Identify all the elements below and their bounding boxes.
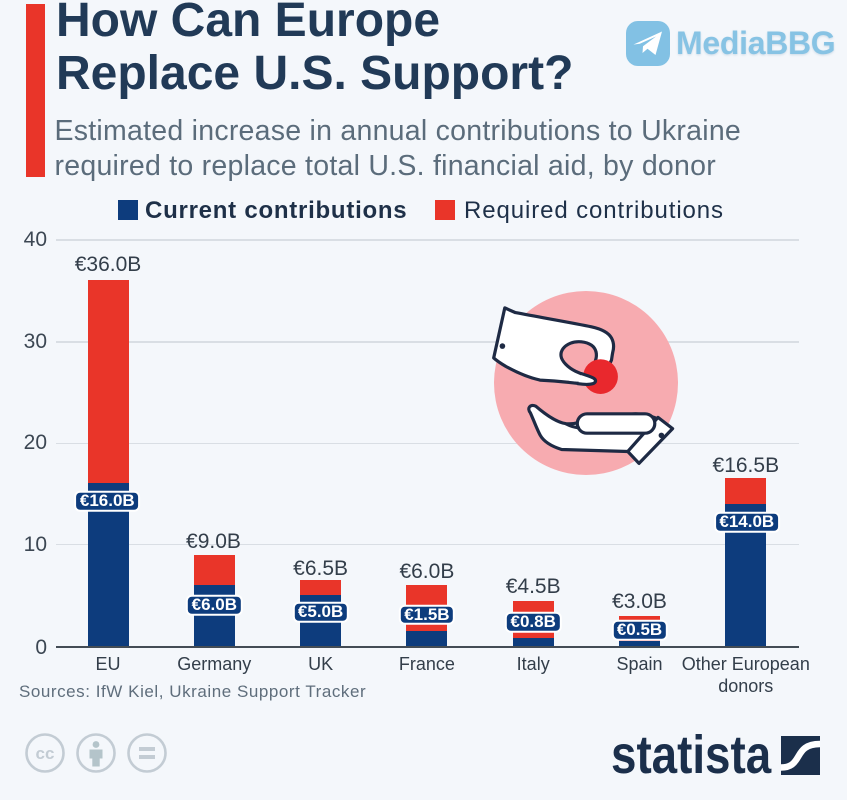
svg-text:cc: cc [36, 744, 55, 763]
